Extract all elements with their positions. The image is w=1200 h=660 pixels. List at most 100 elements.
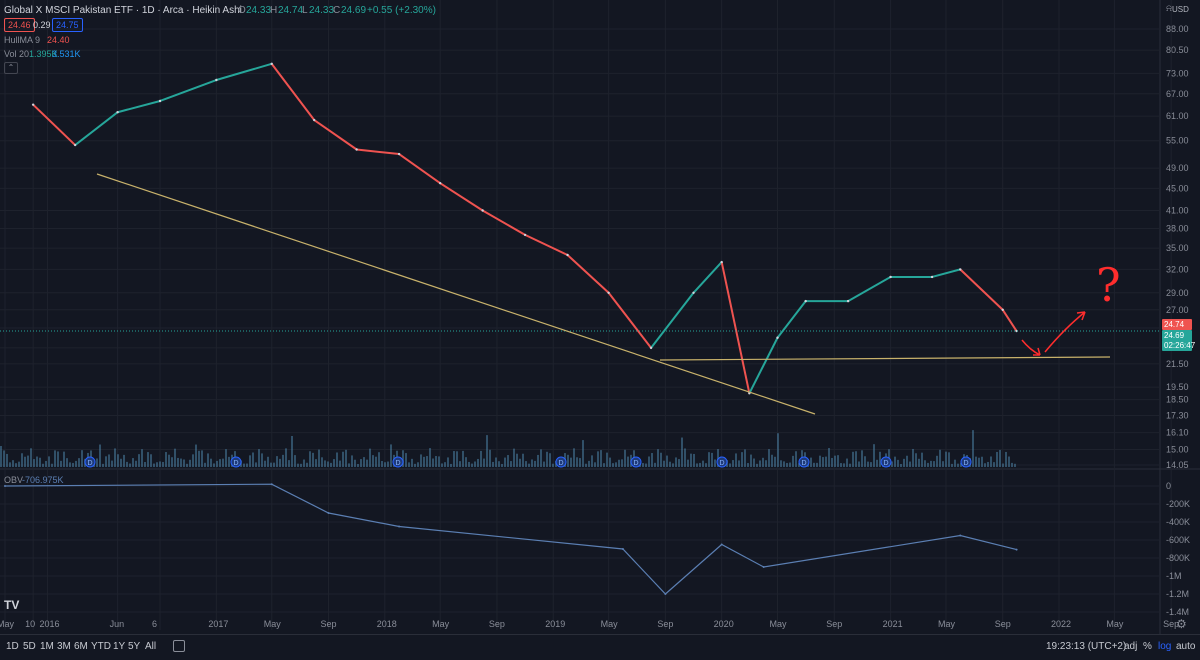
volume-bar <box>705 463 707 467</box>
volume-bar <box>714 459 716 467</box>
volume-bar <box>870 462 872 467</box>
price-tick-label: 55.00 <box>1166 136 1189 146</box>
volume-label[interactable]: Vol 20 <box>4 49 30 59</box>
volume-bar <box>447 457 449 467</box>
adj-toggle[interactable]: adj <box>1124 641 1138 652</box>
volume-bar <box>924 460 926 467</box>
volume-bar <box>372 455 374 467</box>
volume-bar <box>255 462 257 467</box>
volume-bar <box>501 463 503 467</box>
volume-bar <box>585 463 587 467</box>
range-all[interactable]: All <box>145 641 157 652</box>
volume-bar <box>225 449 227 467</box>
price-segment <box>117 100 161 114</box>
percent-toggle[interactable]: % <box>1143 641 1152 652</box>
bid-box[interactable]: 24.46 <box>4 18 35 32</box>
volume-bar <box>381 460 383 467</box>
volume-bar <box>354 459 356 467</box>
range-1y[interactable]: 1Y <box>113 641 126 652</box>
volume-bar <box>855 451 857 467</box>
volume-bar <box>453 451 455 467</box>
volume-bar <box>132 458 134 467</box>
volume-bar <box>927 462 929 467</box>
volume-bar <box>33 459 35 467</box>
volume-bar <box>276 456 278 467</box>
volume-bar <box>675 457 677 467</box>
volume-bar <box>1005 451 1007 467</box>
volume-bar <box>708 452 710 467</box>
volume-bar <box>351 455 353 467</box>
volume-bar <box>912 448 914 467</box>
ask-box[interactable]: 24.75 <box>52 18 83 32</box>
price-point <box>959 268 962 271</box>
dividend-marker <box>798 456 810 468</box>
range-5y[interactable]: 5Y <box>128 641 141 652</box>
volume-bar <box>474 461 476 467</box>
settings-gear-icon[interactable]: ⚙ <box>1176 617 1187 631</box>
collapse-legend-icon[interactable]: ⌃ <box>4 62 18 74</box>
volume-bar <box>780 460 782 467</box>
volume-bar <box>672 463 674 467</box>
volume-bar <box>717 449 719 467</box>
volume-bar <box>891 461 893 467</box>
volume-bar <box>54 450 56 467</box>
volume-bar <box>180 458 182 467</box>
volume-bar <box>81 450 83 467</box>
volume-bar <box>948 452 950 467</box>
tradingview-logo[interactable]: TV <box>4 598 20 612</box>
hullma-label[interactable]: HullMA 9 <box>4 35 41 45</box>
volume-bar <box>810 457 812 467</box>
goto-date-icon[interactable] <box>173 640 185 652</box>
price-point <box>776 336 779 339</box>
volume-bar <box>837 455 839 467</box>
volume-bar <box>894 456 896 467</box>
volume-bar <box>456 451 458 467</box>
volume-bar <box>375 456 377 467</box>
volume-bar <box>906 455 908 467</box>
price-tick-label: 41.00 <box>1166 206 1189 216</box>
obv-label[interactable]: OBV <box>4 475 24 485</box>
currency-label[interactable]: USD <box>1172 5 1189 14</box>
volume-bar <box>426 456 428 467</box>
volume-bar <box>975 456 977 467</box>
volume-bar <box>606 452 608 467</box>
range-1m[interactable]: 1M <box>40 641 54 652</box>
volume-bar <box>687 459 689 467</box>
volume-bar <box>681 437 683 467</box>
volume-bar <box>768 449 770 467</box>
volume-bar <box>60 460 62 467</box>
clock-display[interactable]: 19:23:13 (UTC+2) <box>1046 641 1127 652</box>
volume-bar <box>369 448 371 467</box>
range-6m[interactable]: 6M <box>74 641 88 652</box>
volume-bar <box>567 454 569 467</box>
price-point <box>158 99 162 103</box>
volume-bar <box>162 461 164 467</box>
question-mark-annotation[interactable]: ? <box>1096 258 1121 312</box>
log-toggle[interactable]: log <box>1158 641 1172 652</box>
ohlc-open-value: 24.33 <box>246 5 272 16</box>
volume-bar <box>783 461 785 467</box>
time-tick-label: 2016 <box>39 619 59 629</box>
range-1d[interactable]: 1D <box>6 641 19 652</box>
range-5d[interactable]: 5D <box>23 641 36 652</box>
volume-bar <box>951 463 953 467</box>
volume-bar <box>336 452 338 467</box>
auto-toggle[interactable]: auto <box>1176 641 1196 652</box>
volume-bar <box>300 463 302 467</box>
volume-bar <box>999 449 1001 467</box>
volume-bar <box>549 453 551 467</box>
volume-bar <box>27 455 29 467</box>
volume-bar <box>6 453 8 467</box>
range-3m[interactable]: 3M <box>57 641 71 652</box>
symbol-title[interactable]: Global X MSCI Pakistan ETF · 1D · Arca ·… <box>4 5 242 16</box>
volume-bar <box>141 449 143 467</box>
volume-bar <box>750 454 752 467</box>
ohlc-low-value: 24.33 <box>309 5 335 16</box>
time-tick-label: Sep <box>320 619 336 629</box>
range-ytd[interactable]: YTD <box>91 641 111 652</box>
time-tick-label: 2021 <box>883 619 903 629</box>
volume-bar <box>645 463 647 467</box>
alert-bell-icon[interactable]: ⍾ <box>1166 3 1172 13</box>
